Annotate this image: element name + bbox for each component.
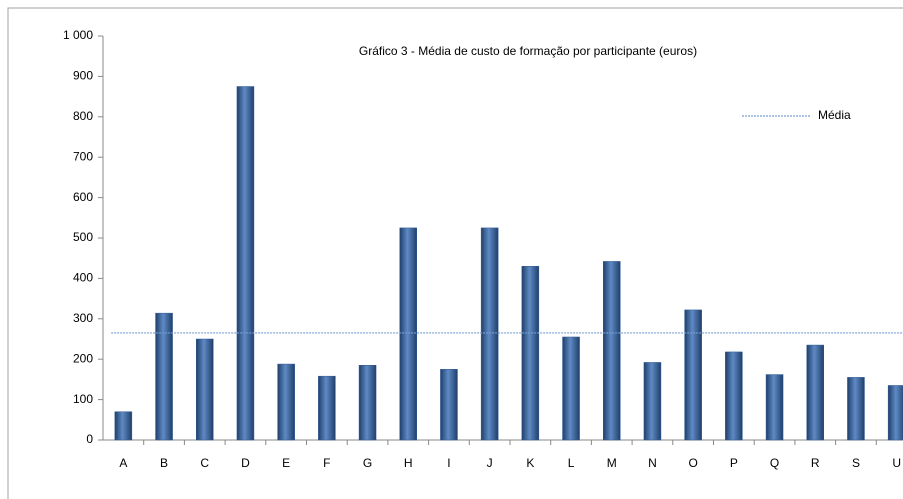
- y-tick-label: 0: [86, 432, 93, 446]
- y-tick-label: 200: [73, 351, 93, 365]
- bar: [358, 365, 377, 441]
- y-tick-label: 600: [73, 190, 93, 204]
- x-tick-label: Q: [770, 456, 779, 470]
- y-tick-label: 500: [73, 230, 93, 244]
- x-tick-label: R: [811, 456, 820, 470]
- x-tick-label: M: [607, 456, 617, 470]
- y-tick-label: 700: [73, 149, 93, 163]
- x-tick-label: F: [323, 456, 330, 470]
- bar: [887, 385, 903, 441]
- bar: [155, 312, 173, 441]
- y-tick-label: 400: [73, 271, 93, 285]
- x-tick-label: K: [526, 456, 534, 470]
- x-tick-label: P: [730, 456, 738, 470]
- y-tick-label: 1 000: [63, 28, 93, 42]
- bar: [399, 227, 417, 441]
- bar: [562, 336, 580, 441]
- y-tick-label: 100: [73, 392, 93, 406]
- bar: [765, 374, 784, 441]
- x-tick-label: S: [852, 456, 860, 470]
- bar: [277, 363, 295, 441]
- x-tick-label: C: [200, 456, 209, 470]
- x-tick-label: B: [160, 456, 168, 470]
- bar: [521, 266, 540, 441]
- x-tick-label: D: [241, 456, 250, 470]
- bar: [480, 227, 499, 441]
- bar: [603, 261, 621, 441]
- x-tick-label: E: [282, 456, 290, 470]
- x-tick-label: A: [119, 456, 127, 470]
- bar: [684, 309, 702, 441]
- x-tick-label: I: [447, 456, 450, 470]
- bar: [114, 411, 133, 441]
- x-tick-label: G: [363, 456, 372, 470]
- x-tick-label: H: [404, 456, 413, 470]
- x-tick-label: L: [568, 456, 575, 470]
- bar: [236, 86, 255, 441]
- bar: [318, 375, 336, 441]
- legend-label: Média: [818, 108, 851, 122]
- x-tick-label: N: [648, 456, 657, 470]
- bar: [643, 362, 662, 441]
- x-tick-label: J: [487, 456, 493, 470]
- bar: [806, 344, 824, 441]
- y-tick-label: 800: [73, 109, 93, 123]
- x-tick-label: O: [688, 456, 697, 470]
- y-tick-label: 300: [73, 311, 93, 325]
- y-tick-label: 900: [73, 69, 93, 83]
- chart-title: Gráfico 3 - Média de custo de formação p…: [359, 44, 697, 58]
- x-tick-label: U: [892, 456, 901, 470]
- bar: [725, 351, 743, 441]
- bar: [440, 369, 458, 441]
- bar: [847, 377, 865, 441]
- bar: [196, 338, 214, 441]
